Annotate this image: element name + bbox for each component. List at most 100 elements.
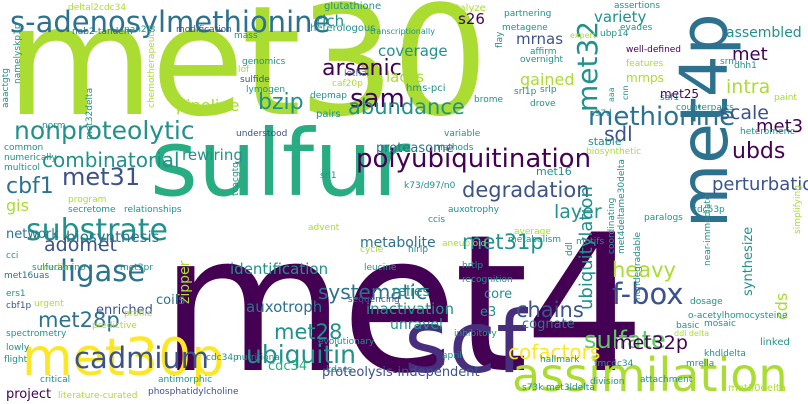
word-hirlp: hirlp [408,245,429,255]
word-namelyskp1p: namelyskp1p [13,23,23,84]
word-met30p: met30p [22,328,225,388]
word-chemotherapeutic: chemotherapeutic [147,25,157,108]
word-pairs: pairs [316,109,341,120]
word-depmap: depmap [310,91,347,101]
word-synthesize: synthesize [741,226,756,296]
word-biosynthetic: biosynthetic [586,147,642,157]
word-mosaic: mosaic [704,319,736,329]
word-assertions: assertions [614,1,661,11]
word-met28: met28 [274,320,343,344]
word-26s: s26 [458,10,485,28]
word-phosphatidylcholine: phosphatidylcholine [148,387,239,397]
word-profile: profile [124,309,153,319]
word-mrella: mrella [686,359,715,369]
word-met25: met25 [660,87,700,101]
word-well-defined: well-defined [626,45,682,55]
word-cofactors: cofactors [508,340,601,364]
word-hms-pci: hms-pci [406,83,446,94]
word-methionine: methionine [588,102,736,132]
word-srlp: srlp [540,85,557,95]
word-caf20p: caf20p [332,79,363,89]
word-proteolysis-independent: proteolysis-independent [322,365,480,380]
word-srl1: srl1 [320,171,337,181]
word-cognate: cognate [522,317,575,332]
word-met3pr: met3pr [120,263,153,273]
word-hallmark: hallmark [540,355,580,365]
word-hrtlp: hrtlp [462,261,484,271]
word-enriched: enriched [96,303,153,318]
word-ligase: ligase [60,254,146,288]
word-gained: gained [520,70,575,89]
word-program: program [68,195,107,205]
word-proteasome: proteasome [376,141,454,156]
word-scale: scale [720,102,769,124]
word-tcacgtg: tcacgtg [231,162,241,196]
word-heterologous: heterologous [310,23,376,34]
word-substrate: substrate [26,213,169,248]
word-intra: intra [726,76,771,98]
word-evades: evades [620,23,653,33]
word-average: average [514,227,551,237]
word-mrnps: mrnps [626,71,664,85]
word-mrnas: mrnas [516,30,564,48]
word-sequencing: sequencing [348,295,400,305]
word-evolutionary: evolutionary [318,337,375,347]
word-ccis: ccis [428,215,446,225]
word-scf: scf [404,293,527,393]
word-spectrometry: spectrometry [6,329,67,339]
word-metabolite: metabolite [360,235,436,251]
word-cbf1: cbf1 [6,174,54,199]
word-relies: relies [392,284,430,300]
word-critical: critical [40,375,71,385]
word-mass: mass [234,31,258,41]
word-ddl-delta: ddl delta [674,329,710,338]
word-pan2-3: pan2/3 [124,25,156,35]
word-chains: chains [516,298,584,322]
word-heavy: heavy [612,258,676,282]
word-urgent: urgent [34,299,64,309]
word-lethal: lethal [344,69,370,79]
word-met30delta: met30delta [728,383,786,394]
word-aneuploid: aneuploid [442,239,487,249]
word-inactivation: inactivation [366,300,454,318]
word-april: april [442,351,462,361]
word-sulfuramino: sulfuramino [32,263,86,273]
word-motifs: motifs [576,237,605,247]
word-genomics: genomics [242,57,286,67]
word-biosynthesis: biosynthesis [66,228,160,246]
word-ubiquitin: ubiquitin [246,340,356,369]
word-drove: drove [530,99,556,109]
word-media: media [40,263,69,273]
word-srl1p: srl1p [514,87,537,97]
word-numerically: numerically [4,153,57,163]
word-ddl: ddl [565,242,575,256]
word-s-adenosylmethionine: s-adenosylmethionine [10,5,331,39]
word-norm: norm [42,121,66,131]
word-coverage: coverage [378,42,448,60]
word-nutritional: nutritional [236,353,283,363]
word-understood: understood [236,129,288,139]
word-nonproteolytic: nonproteolytic [14,116,195,145]
word-abundance: abundance [348,95,465,119]
word-basic: basic [676,321,700,331]
word-overnight: overnight [520,55,564,65]
word-glutathione: glutathione [324,1,382,12]
word-linked: linked [760,337,790,348]
word-deltal2cdc34: deltal2cdc34 [68,3,127,13]
word-nondegradable: nondegradable [633,231,643,300]
word-recognition: recognition [462,275,513,285]
word-attachment: attachment [640,375,693,385]
word-lymogen: lymogen [246,85,286,95]
word-literature-curated: literature-curated [58,391,138,401]
word-lowly: lowly [6,343,30,353]
word-nab2-tandem: nab2-tandem [72,27,133,37]
word-catalyze: catalyze [444,3,486,14]
word-affirm: affirm [530,47,557,57]
word-met30: met30 [6,0,489,150]
word-flight: flight [4,355,28,365]
word-metagene: metagene [502,23,548,33]
word-secretome: secretome [68,205,116,215]
word-core: core [484,287,513,302]
word-met4: met4 [160,194,645,404]
